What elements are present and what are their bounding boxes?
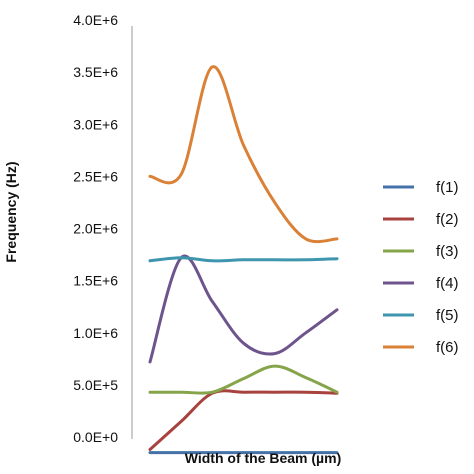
series-layer <box>148 65 339 455</box>
legend-item: f(2) <box>383 211 459 228</box>
x-axis-title: Width of the Beam (µm) <box>185 450 342 466</box>
y-tick-label: 1.5E+6 <box>73 273 118 289</box>
legend-item: f(5) <box>383 307 459 324</box>
legend-item: f(1) <box>383 179 459 196</box>
legend-label: f(1) <box>436 179 459 196</box>
y-tick-label: 3.0E+6 <box>73 116 118 132</box>
legend-item: f(4) <box>383 275 459 292</box>
y-tick-label: 3.5E+6 <box>73 64 118 80</box>
legend-item: f(3) <box>383 243 459 260</box>
legend-label: f(6) <box>436 339 459 356</box>
series-line <box>148 364 339 395</box>
legend-label: f(4) <box>436 275 459 292</box>
y-axis-title: Frequency (Hz) <box>3 161 19 262</box>
y-tick-label: 2.0E+6 <box>73 221 118 237</box>
legend-label: f(3) <box>436 243 459 260</box>
series-line <box>148 254 339 364</box>
y-tick-label: 4.0E+6 <box>73 12 118 28</box>
series-line <box>148 389 339 451</box>
y-axis-ticks: 0.0E+0 5.0E+5 1.0E+6 1.5E+6 2.0E+6 2.5E+6 3.0E… <box>73 12 118 445</box>
legend-label: f(5) <box>436 307 459 324</box>
y-tick-label: 0.0E+0 <box>73 429 118 445</box>
legend-item: f(6) <box>383 339 459 356</box>
y-tick-label: 2.5E+6 <box>73 168 118 184</box>
series-line <box>148 256 339 263</box>
y-tick-label: 5.0E+5 <box>73 377 118 393</box>
series-line <box>148 65 339 244</box>
y-tick-label: 1.0E+6 <box>73 325 118 341</box>
legend: f(1) f(2) f(3) f(4) f(5) f(6) <box>383 179 459 356</box>
legend-label: f(2) <box>436 211 459 228</box>
